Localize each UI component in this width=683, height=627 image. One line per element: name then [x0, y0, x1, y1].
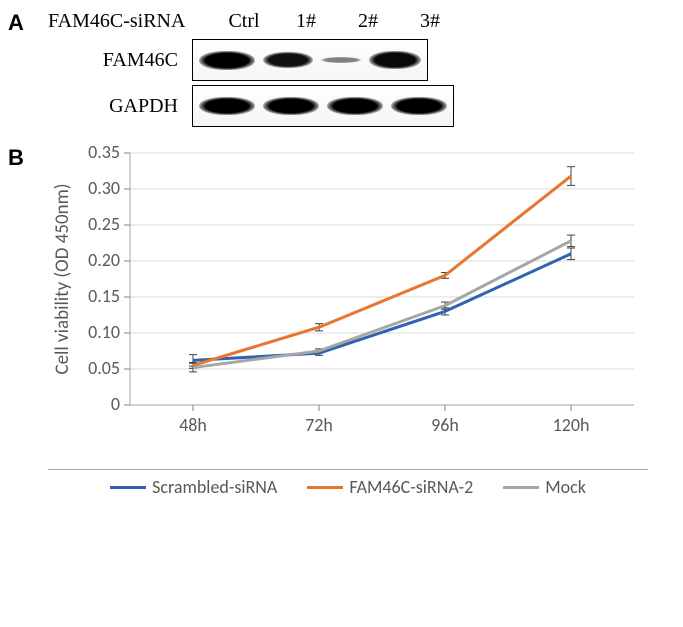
blot-row-label: GAPDH	[48, 95, 192, 118]
svg-text:0: 0	[111, 393, 120, 415]
panel-b-label: B	[8, 145, 24, 171]
legend-label: Mock	[545, 476, 586, 498]
svg-text:0.15: 0.15	[88, 285, 120, 307]
panel-b: B 0 0.05 0.10 0.15 0.20 0.25 0.30 0.35 48h 72h 96h…	[8, 145, 675, 498]
svg-text:96h: 96h	[431, 414, 459, 436]
svg-text:0.10: 0.10	[88, 321, 120, 343]
blot-band	[199, 51, 255, 70]
svg-text:0.25: 0.25	[88, 213, 120, 235]
svg-text:0.35: 0.35	[88, 145, 120, 163]
legend-label: Scrambled-siRNA	[152, 476, 277, 498]
chart-svg: 0 0.05 0.10 0.15 0.20 0.25 0.30 0.35 48h 72h 96h 12…	[48, 145, 648, 445]
blot-band	[199, 97, 255, 115]
blot-col-3: 3#	[399, 10, 461, 33]
western-blot: FAM46C-siRNA Ctrl 1# 2# 3# FAM46C GAPDH	[48, 10, 675, 127]
blot-row-label: FAM46C	[48, 49, 192, 72]
legend-item: Scrambled-siRNA	[110, 476, 277, 498]
svg-text:48h: 48h	[179, 414, 207, 436]
blot-col-1: 1#	[275, 10, 337, 33]
blot-band	[369, 51, 421, 69]
chart-area: 0 0.05 0.10 0.15 0.20 0.25 0.30 0.35 48h 72h 96h 12…	[48, 145, 648, 465]
blot-band	[263, 52, 313, 68]
svg-text:0.20: 0.20	[88, 249, 120, 271]
legend-swatch	[110, 486, 146, 489]
blot-band	[391, 97, 447, 115]
blot-header: FAM46C-siRNA Ctrl 1# 2# 3#	[48, 10, 675, 33]
blot-box	[192, 39, 428, 81]
figure: A FAM46C-siRNA Ctrl 1# 2# 3# FAM46C GAPDH…	[8, 10, 675, 498]
legend-item: Mock	[503, 476, 586, 498]
blot-row: FAM46C	[48, 39, 675, 81]
blot-header-title: FAM46C-siRNA	[48, 10, 213, 33]
svg-text:0.30: 0.30	[88, 177, 120, 199]
legend-item: FAM46C-siRNA-2	[307, 476, 473, 498]
svg-text:72h: 72h	[305, 414, 333, 436]
blot-rows: FAM46C GAPDH	[48, 39, 675, 127]
panel-a-label: A	[8, 10, 24, 36]
blot-box	[192, 85, 454, 127]
blot-band	[263, 97, 319, 115]
viability-chart: 0 0.05 0.10 0.15 0.20 0.25 0.30 0.35 48h 72h 96h 12…	[48, 145, 675, 498]
svg-text:0.05: 0.05	[88, 357, 120, 379]
blot-band	[321, 57, 361, 63]
blot-col-2: 2#	[337, 10, 399, 33]
blot-col-0: Ctrl	[213, 10, 275, 33]
legend-swatch	[503, 486, 539, 489]
legend: Scrambled-siRNA FAM46C-siRNA-2 Mock	[48, 469, 648, 498]
blot-band	[327, 97, 383, 115]
legend-label: FAM46C-siRNA-2	[349, 476, 473, 498]
legend-swatch	[307, 486, 343, 489]
panel-a: A FAM46C-siRNA Ctrl 1# 2# 3# FAM46C GAPDH	[8, 10, 675, 127]
svg-text:Cell viability (OD 450nm): Cell viability (OD 450nm)	[51, 183, 74, 374]
svg-text:120h: 120h	[553, 414, 590, 436]
blot-row: GAPDH	[48, 85, 675, 127]
